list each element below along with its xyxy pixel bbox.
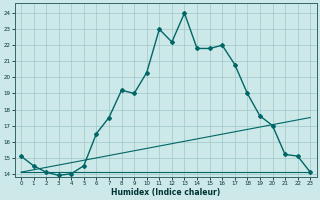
X-axis label: Humidex (Indice chaleur): Humidex (Indice chaleur) <box>111 188 220 197</box>
